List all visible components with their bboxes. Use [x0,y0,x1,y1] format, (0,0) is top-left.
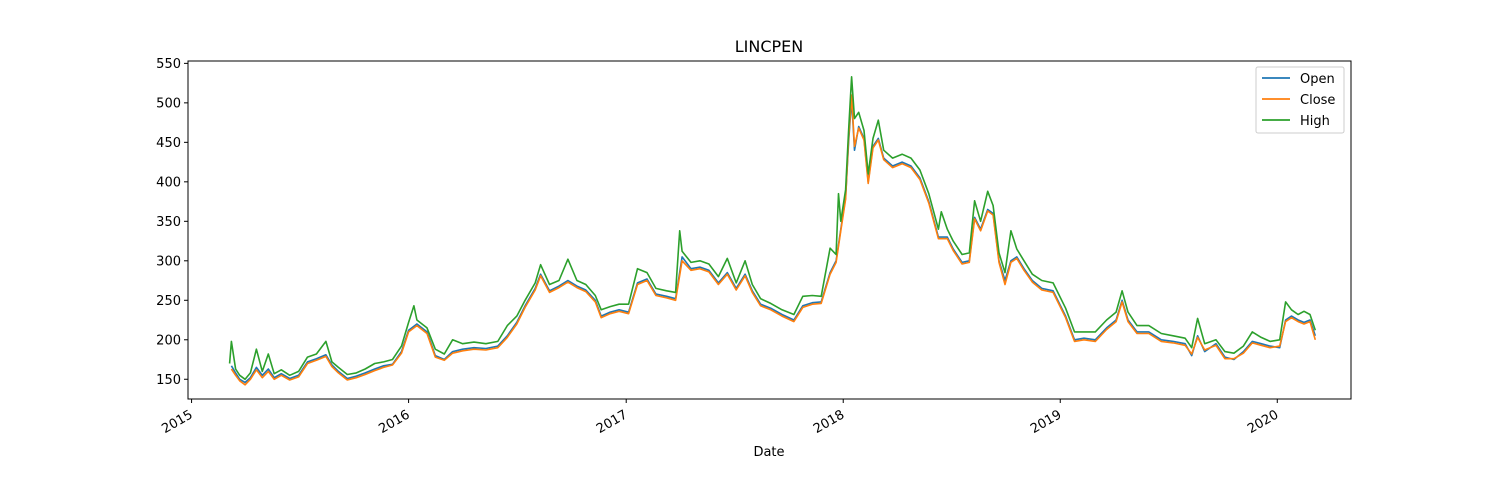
legend-label-high: High [1300,114,1330,129]
y-tick-label: 450 [156,136,181,151]
y-tick-label: 150 [156,373,181,388]
y-tick-label: 500 [156,96,181,111]
series-line-high [228,76,1317,381]
legend-label-open: Open [1300,72,1335,87]
x-tick-label: 2015 [159,407,195,437]
y-tick-label: 200 [156,333,181,348]
y-tick-label: 550 [156,57,181,72]
x-tick-label: 2017 [594,407,630,437]
legend: Open Close High [1255,66,1345,134]
plot-lines [228,76,1317,386]
x-tick-label: 2018 [811,407,847,437]
y-tick-label: 350 [156,215,181,230]
legend-box [1255,66,1345,134]
plot-frame [187,60,1352,400]
x-axis-label: Date [753,445,784,460]
y-tick-label: 400 [156,175,181,190]
legend-label-close: Close [1300,93,1335,108]
y-tick-label: 250 [156,294,181,309]
x-tick-label: 2020 [1245,407,1281,437]
x-axis: 2015 2016 2017 2018 2019 2020 [159,399,1281,437]
x-tick-label: 2016 [376,407,412,437]
y-tick-label: 300 [156,254,181,269]
x-tick-label: 2019 [1028,407,1064,437]
y-axis: 150 200 250 300 350 400 450 500 550 [156,57,188,388]
series-line-open [230,98,1317,384]
series-line-close [230,94,1317,386]
chart-title: LINCPEN [735,37,804,56]
